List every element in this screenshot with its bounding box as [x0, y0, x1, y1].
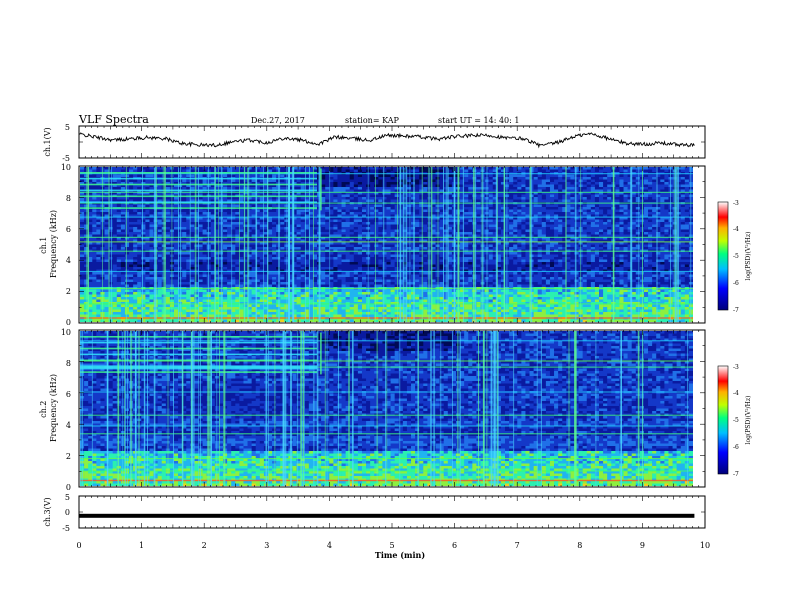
- station-label: station= KAP: [345, 116, 400, 125]
- ch2-cbar-tick-m6: -6: [733, 444, 739, 451]
- ch3-ytick-top: 5: [65, 493, 70, 502]
- ch2-colorbar-label: log(PSD)(V²/Hz): [745, 396, 752, 445]
- ch3-ytick-bottom: -5: [62, 524, 70, 533]
- ch2-freq-tick-8: 8: [66, 359, 71, 368]
- time-tick-label: 6: [452, 541, 457, 550]
- ch1-cbar-tick-m4: -4: [733, 226, 739, 233]
- ch2-spectrogram-image: [80, 331, 693, 486]
- ch2-freq-tick-4: 4: [66, 421, 71, 430]
- start-time-label: start UT = 14: 40: 1: [438, 116, 519, 125]
- ch1-cbar-tick-m6: -6: [733, 280, 739, 287]
- ch2-cbar-tick-m4: -4: [733, 390, 739, 397]
- time-tick-label: 0: [76, 541, 81, 550]
- time-axis: 0 1 2 3 4 5 6 7 8 9 10: [76, 541, 710, 550]
- ch2-freq-tick-0: 0: [66, 483, 71, 492]
- ch1-ytick-bottom: -5: [62, 154, 70, 163]
- ch2-spectrogram-ylabel: ch.2 Frequency (kHz): [39, 374, 58, 442]
- panel-tick-marks: [78, 125, 706, 529]
- ch3-waveform-line: [79, 513, 695, 518]
- ch3-ylabel: ch.3(V): [43, 497, 52, 526]
- ch1-ylabel: ch.1(V): [43, 127, 52, 156]
- ch1-cbar-tick-m7: -7: [733, 307, 739, 314]
- ch2-cbar-tick-m5: -5: [733, 417, 739, 424]
- ch2-colorbar: [717, 365, 729, 475]
- ch1-colorbar: [717, 201, 729, 311]
- time-tick-label: 7: [515, 541, 520, 550]
- ch1-ytick-top: 5: [65, 123, 70, 132]
- ch1-freq-tick-0: 0: [66, 318, 71, 327]
- date-label: Dec.27, 2017: [251, 116, 305, 125]
- ch3-ytick-mid: 0: [65, 508, 70, 517]
- ch1-spectrogram-panel: 0 2 4 6 8 10 ch.1 Frequency (kHz) -3 -4 …: [39, 163, 752, 327]
- ch1-freq-tick-8: 8: [66, 194, 71, 203]
- figure-title: VLF Spectra: [78, 113, 149, 126]
- time-tick-label: 8: [577, 541, 582, 550]
- time-axis-label: Time (min): [375, 550, 425, 560]
- ch2-freq-tick-6: 6: [66, 390, 71, 399]
- ch2-cbar-tick-m7: -7: [733, 471, 739, 478]
- ch1-cbar-tick-m5: -5: [733, 253, 739, 260]
- ch2-freq-tick-2: 2: [66, 452, 71, 461]
- ch1-freq-tick-2: 2: [66, 287, 71, 296]
- ch1-spectrogram-image: [80, 167, 693, 322]
- ch2-spectrogram-panel: 0 2 4 6 8 10 ch.2 Frequency (kHz) -3 -4 …: [39, 328, 752, 492]
- ch2-cbar-tick-m3: -3: [733, 364, 739, 371]
- time-tick-label: 5: [389, 541, 394, 550]
- ch1-freq-tick-4: 4: [66, 256, 71, 265]
- time-tick-label: 1: [139, 541, 144, 550]
- time-tick-label: 3: [264, 541, 269, 550]
- ch1-colorbar-label: log(PSD)(V²/Hz): [745, 232, 752, 281]
- ch3-waveform-panel: 5 0 -5 ch.3(V): [43, 493, 706, 533]
- time-tick-label: 10: [700, 541, 710, 550]
- ch1-freq-tick-10: 10: [61, 163, 71, 172]
- time-tick-label: 4: [327, 541, 332, 550]
- ch1-cbar-tick-m3: -3: [733, 200, 739, 207]
- ch1-freq-tick-6: 6: [66, 225, 71, 234]
- time-tick-label: 9: [640, 541, 645, 550]
- time-tick-label: 2: [202, 541, 207, 550]
- ch1-waveform-line: [78, 132, 695, 149]
- ch1-spectrogram-ylabel: ch.1 Frequency (kHz): [39, 210, 58, 278]
- ch2-freq-tick-10: 10: [61, 328, 71, 337]
- ch1-waveform-panel: 5 -5 ch.1(V): [43, 123, 706, 163]
